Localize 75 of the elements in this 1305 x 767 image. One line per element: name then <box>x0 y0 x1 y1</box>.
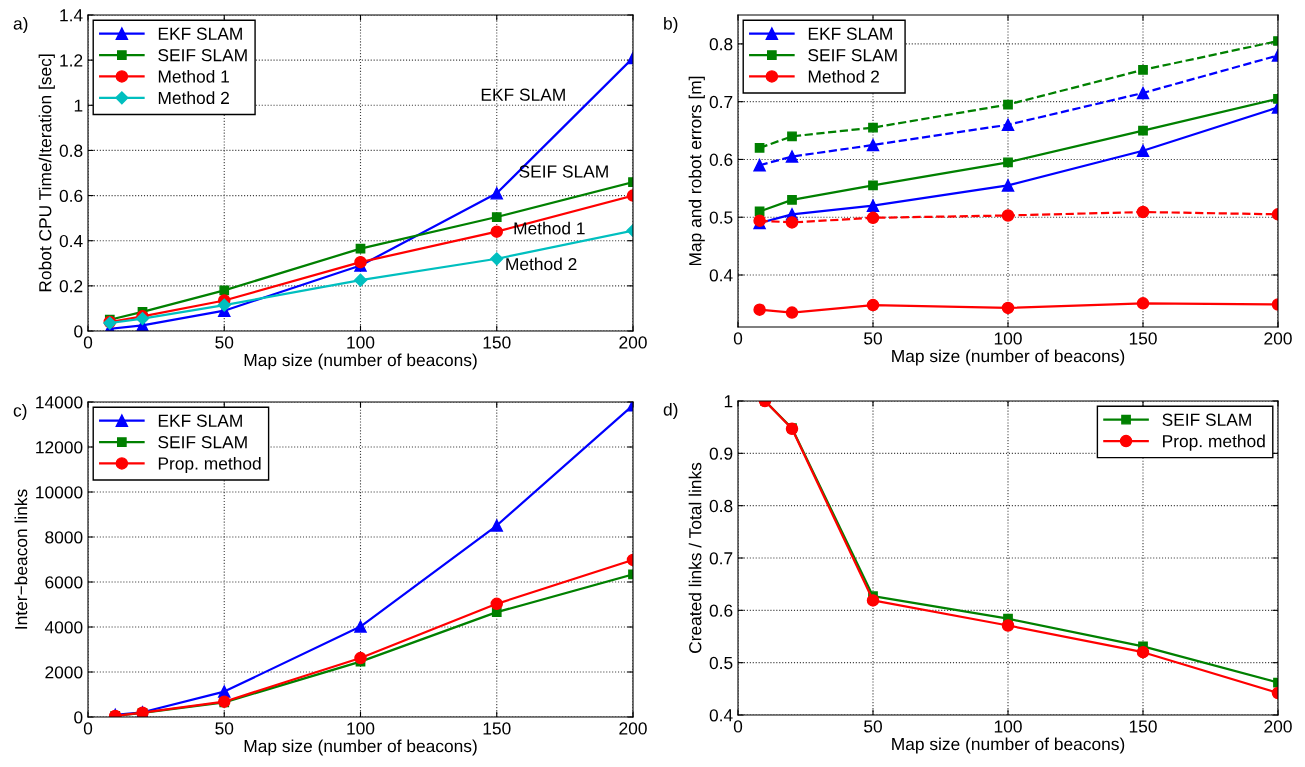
y-tick-label: 8000 <box>45 531 83 544</box>
y-tick-label: 0.7 <box>709 552 733 565</box>
y-tick-label: 0.8 <box>709 499 733 513</box>
x-tick-label: 200 <box>619 336 647 349</box>
legend-label: SEIF SLAM <box>158 49 247 62</box>
legend-label: SEIF SLAM <box>1162 413 1251 426</box>
y-tick-label: 0.8 <box>709 38 733 51</box>
annotation: Method 2 <box>506 257 577 271</box>
y-tick-label: 1.4 <box>60 9 83 22</box>
x-tick-label: 50 <box>215 336 234 349</box>
y-tick-label: 1 <box>724 395 733 408</box>
x-tick-label: 100 <box>347 336 375 349</box>
y-tick-label: 0.6 <box>709 604 733 617</box>
x-tick-label: 0 <box>83 336 93 349</box>
chart-title: b) <box>664 16 678 34</box>
y-tick-label: 0.6 <box>709 153 733 166</box>
legend-label: SEIF SLAM <box>808 49 897 62</box>
x-tick-label: 50 <box>864 720 882 733</box>
legend-label: EKF SLAM <box>158 27 242 40</box>
y-tick-label: 6000 <box>45 576 83 589</box>
y-tick-label: 0.4 <box>709 269 733 282</box>
legend-label: Prop. method <box>158 456 261 474</box>
y-tick-label: 0.5 <box>709 211 733 224</box>
chart-title: a) <box>13 16 28 34</box>
y-tick-label: 10000 <box>36 486 83 499</box>
y-tick-label: 12000 <box>36 441 83 454</box>
x-tick-label: 200 <box>1264 332 1292 345</box>
legend-label: Method 2 <box>158 91 229 105</box>
x-tick-label: 200 <box>619 722 647 735</box>
y-tick-label: 0.6 <box>59 189 83 203</box>
annotation: SEIF SLAM <box>519 165 608 178</box>
annotation: EKF SLAM <box>481 88 565 101</box>
y-axis-title: Created links / Total links <box>688 462 702 653</box>
legend-label: Method 1 <box>158 69 229 83</box>
x-tick-label: 0 <box>83 722 93 735</box>
x-tick-label: 150 <box>1129 720 1157 733</box>
x-tick-label: 150 <box>1129 332 1157 345</box>
y-tick-label: 0.4 <box>59 234 83 248</box>
x-tick-label: 0 <box>733 720 743 733</box>
x-tick-label: 150 <box>483 336 511 349</box>
y-tick-label: 0 <box>74 711 83 724</box>
legend-label: EKF SLAM <box>158 414 242 427</box>
x-tick-label: 0 <box>733 332 743 345</box>
legend-label: EKF SLAM <box>808 27 892 40</box>
x-tick-label: 100 <box>994 332 1022 345</box>
x-axis-title: Map size (number of beacons) <box>892 737 1125 754</box>
y-axis-title: Robot CPU Time/Iteration [sec] <box>38 54 55 292</box>
chart-title: c) <box>13 403 27 421</box>
legend-label: Method 2 <box>808 69 879 83</box>
y-tick-label: 0.8 <box>59 144 83 157</box>
y-tick-label: 0.4 <box>709 709 733 722</box>
x-tick-label: 50 <box>215 722 234 735</box>
y-tick-label: 14000 <box>36 396 83 409</box>
chart-title: d) <box>663 402 678 420</box>
legend-label: Prop. method <box>1163 434 1265 451</box>
x-axis-title: Map size (number of beacons) <box>244 353 477 370</box>
annotation: Method 1 <box>514 221 585 235</box>
x-tick-label: 100 <box>347 722 375 735</box>
legend-label: SEIF SLAM <box>158 436 247 449</box>
y-tick-label: 1 <box>74 99 83 112</box>
x-tick-label: 50 <box>864 332 882 345</box>
x-axis-title: Map size (number of beacons) <box>244 739 477 756</box>
y-tick-label: 0.9 <box>709 447 733 460</box>
y-tick-label: 4000 <box>44 621 83 634</box>
y-tick-label: 0.7 <box>709 95 733 109</box>
y-tick-label: 2000 <box>45 666 83 679</box>
y-axis-title: Map and robot errors [m] <box>688 76 705 266</box>
x-axis-title: Map size (number of beacons) <box>892 349 1125 366</box>
y-axis-title: Inter−beacon links <box>14 489 28 629</box>
x-tick-label: 150 <box>483 722 511 735</box>
x-tick-label: 100 <box>994 720 1022 733</box>
y-tick-label: 1.2 <box>60 54 83 67</box>
x-tick-label: 200 <box>1264 720 1292 733</box>
y-tick-label: 0.5 <box>709 656 733 670</box>
y-tick-label: 0.2 <box>59 280 83 293</box>
